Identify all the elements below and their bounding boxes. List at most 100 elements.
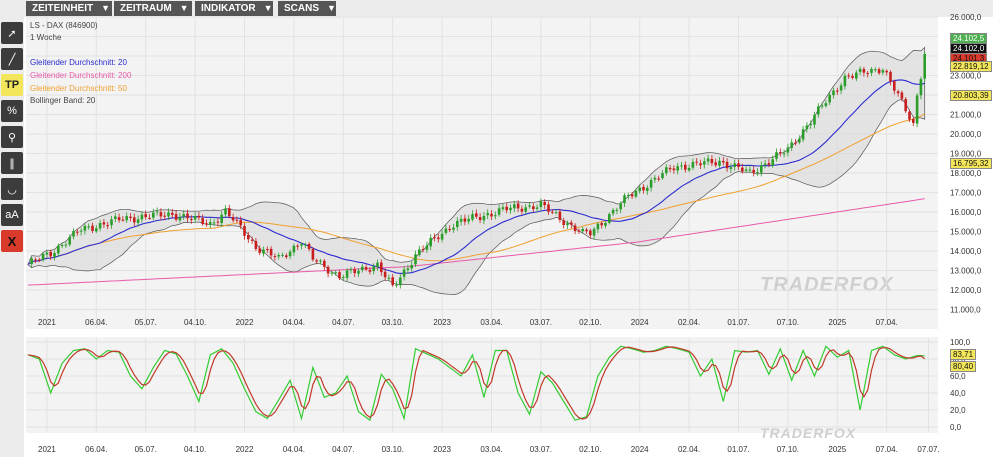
candle-body: [851, 75, 854, 78]
candle-body: [281, 254, 284, 256]
candle-body: [642, 186, 645, 191]
candle-body: [30, 258, 33, 265]
candle-body: [900, 92, 904, 99]
time-axis-tick-label: 2024: [631, 318, 649, 327]
candle-body: [874, 69, 877, 71]
candle-body: [391, 277, 394, 286]
candle-body: [163, 215, 166, 217]
tp-tool-button[interactable]: TP: [1, 74, 23, 96]
candle-body: [418, 249, 421, 256]
candle-body: [581, 228, 584, 232]
parallel-tool-button[interactable]: ∥: [1, 152, 23, 174]
text-size-icon: aA: [5, 209, 19, 221]
candle-body: [532, 206, 535, 210]
candle-body: [155, 211, 159, 213]
candle-body: [459, 218, 463, 222]
candle-body: [912, 118, 915, 123]
candle-body: [326, 267, 330, 274]
candle-body: [159, 212, 163, 217]
candle-body: [760, 165, 763, 173]
menu-zeitraum[interactable]: ZEITRAUM ▼: [114, 1, 192, 16]
zoom-icon: ⚲: [7, 131, 17, 144]
candle-body: [463, 218, 467, 222]
candle-body: [429, 237, 432, 247]
badge-stoch-k: 83,71: [950, 349, 977, 360]
time-axis-tick-label: 2021: [38, 318, 56, 327]
delete-tool-button[interactable]: X: [1, 230, 23, 252]
stoch-axis-tick-label: 40,0: [950, 389, 966, 398]
candle-body: [798, 138, 801, 143]
candle-body: [64, 244, 68, 246]
candle-body: [216, 221, 220, 223]
zoom-tool-button[interactable]: ⚲: [1, 126, 23, 148]
candle-body: [528, 205, 531, 207]
candle-body: [497, 208, 501, 215]
stoch-time-axis-tick-label: 04.04.: [283, 445, 305, 454]
candle-body: [596, 223, 600, 230]
candle-body: [820, 105, 824, 107]
stochastic-chart-area[interactable]: [26, 337, 938, 433]
candle-body: [178, 216, 182, 221]
price-axis-tick-label: 12.000,0: [950, 286, 982, 295]
candle-body: [915, 95, 919, 124]
candle-body: [190, 219, 193, 221]
candle-body: [440, 233, 444, 240]
badge-ma50: 20.803,39: [950, 90, 992, 101]
percent-tool-button[interactable]: %: [1, 100, 23, 122]
candle-body: [296, 245, 299, 247]
curve-tool-button[interactable]: ◡: [1, 178, 23, 200]
candle-body: [516, 203, 520, 209]
time-axis-tick-label: 04.04.: [283, 318, 305, 327]
candle-body: [547, 204, 550, 212]
stoch-time-axis-tick-label: 07.04.: [876, 445, 898, 454]
candle-body: [129, 216, 132, 219]
candle-body: [258, 248, 261, 253]
candle-body: [786, 147, 790, 153]
candle-body: [695, 161, 698, 163]
chevron-down-icon: ▼: [179, 3, 189, 13]
stoch-time-axis-tick-label: 07.07.: [917, 445, 939, 454]
candle-body: [444, 228, 448, 233]
candle-body: [212, 222, 216, 224]
stoch-time-axis-tick-label: 02.10.: [579, 445, 601, 454]
badge-stoch-d: 80,40: [950, 361, 977, 372]
cursor-tool-button[interactable]: ➚: [1, 22, 23, 44]
candle-body: [748, 169, 752, 171]
menu-zeiteinheit[interactable]: ZEITEINHEIT ▼: [26, 1, 112, 16]
candle-body: [254, 241, 258, 250]
candle-body: [266, 249, 269, 251]
candle-body: [376, 262, 379, 267]
candle-body: [98, 223, 102, 229]
candle-body: [95, 228, 98, 232]
stoch-axis-tick-label: 100,0: [950, 338, 971, 347]
stoch-time-axis-tick-label: 2021: [38, 445, 56, 454]
price-axis-tick-label: 18.000,0: [950, 169, 982, 178]
candle-body: [543, 202, 546, 206]
stoch-time-axis-tick-label: 02.04.: [678, 445, 700, 454]
price-axis-tick-label: 16.000,0: [950, 208, 982, 217]
candle-body: [174, 214, 178, 220]
candle-body: [676, 166, 679, 171]
candle-body: [824, 103, 828, 107]
candle-body: [288, 251, 292, 257]
stoch-axis-tick-label: 60,0: [950, 372, 966, 381]
candle-body: [152, 212, 155, 218]
candle-body: [623, 195, 626, 204]
stoch-time-axis-tick-label: 04.07.: [332, 445, 354, 454]
text-size-tool-button[interactable]: aA: [1, 204, 23, 226]
candle-body: [49, 251, 52, 257]
candle-body: [790, 142, 793, 148]
candle-body: [425, 245, 429, 250]
candle-body: [482, 215, 486, 221]
candle-body: [201, 218, 204, 225]
candle-body: [228, 208, 231, 217]
candle-body: [501, 207, 505, 210]
menu-scans[interactable]: SCANS ▼: [278, 1, 336, 16]
ma200-line: [27, 198, 925, 286]
candle-body: [83, 225, 87, 231]
line-tool-button[interactable]: ╱: [1, 48, 23, 70]
candle-body: [604, 222, 607, 226]
candle-body: [402, 269, 406, 277]
menu-indikator[interactable]: INDIKATOR ▼: [195, 1, 273, 16]
tp-icon: TP: [4, 79, 20, 91]
